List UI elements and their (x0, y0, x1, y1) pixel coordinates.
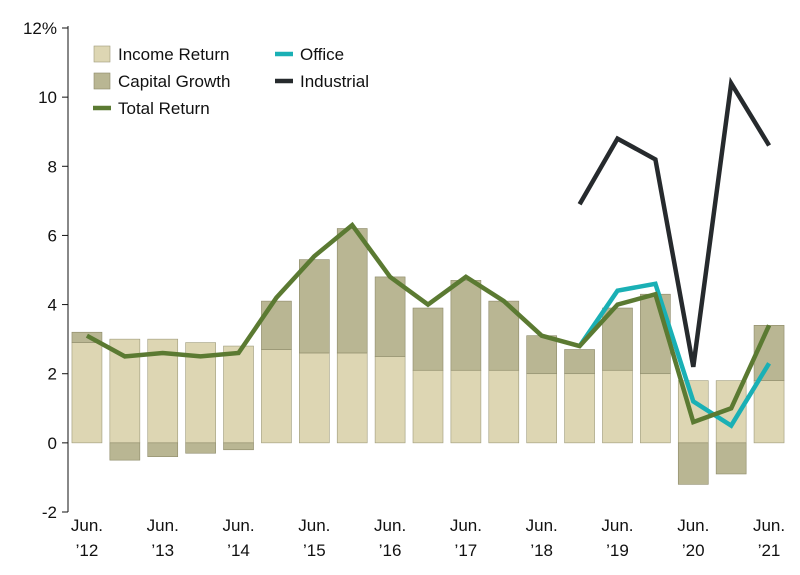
bar-capital-growth (185, 442, 216, 454)
bar-income-return (450, 369, 482, 444)
bar-income-return (526, 373, 557, 444)
x-tick-label-year: ’13 (151, 541, 174, 560)
legend-income-return-label: Income Return (118, 45, 230, 64)
y-tick-label: 0 (48, 434, 57, 453)
bar-capital-growth (450, 280, 482, 371)
y-tick-label: 2 (48, 365, 57, 384)
lines-layer (85, 76, 772, 429)
line-industrial (577, 76, 772, 368)
legend-capital-growth-swatch (93, 72, 111, 90)
legend-total-return-label: Total Return (118, 99, 210, 118)
x-tick-label-year: ’21 (758, 541, 781, 560)
bar-capital-growth (147, 442, 179, 457)
bar-capital-growth (412, 307, 444, 371)
bar-capital-growth (715, 442, 747, 475)
legend-office-label: Office (300, 45, 344, 64)
x-tick-label-year: ’17 (455, 541, 478, 560)
bar-income-return (223, 345, 254, 444)
y-axis-ticks: 12% 10 8 6 4 2 0 -2 (23, 19, 68, 522)
legend-office: Office (275, 45, 344, 64)
legend-industrial-label: Industrial (300, 72, 369, 91)
x-tick-label-month: Jun. (450, 516, 482, 535)
x-tick-label-year: ’18 (530, 541, 553, 560)
x-tick-label-month: Jun. (601, 516, 633, 535)
x-tick-label-month: Jun. (298, 516, 330, 535)
bar-capital-growth (564, 349, 595, 375)
bar-capital-growth (336, 228, 368, 354)
bar-income-return (71, 342, 103, 444)
y-tick-label: 10 (38, 88, 57, 107)
y-tick-label: 4 (48, 296, 57, 315)
x-tick-label-month: Jun. (71, 516, 103, 535)
bar-income-return (488, 369, 520, 444)
bar-capital-growth (109, 442, 141, 461)
bar-capital-growth (261, 300, 292, 350)
y-tick-label: 6 (48, 226, 57, 245)
legend-industrial: Industrial (275, 72, 369, 91)
y-tick-label: -2 (42, 503, 57, 522)
x-tick-label-year: ’12 (76, 541, 99, 560)
x-tick-label-month: Jun. (677, 516, 709, 535)
bars-layer (71, 228, 785, 485)
bar-capital-growth (526, 335, 557, 375)
bar-income-return (753, 380, 785, 444)
legend-income-return-swatch (93, 45, 111, 63)
y-tick-label: 12% (23, 19, 57, 38)
x-tick-label-month: Jun. (753, 516, 785, 535)
bar-capital-growth (299, 259, 330, 354)
x-tick-label-year: ’20 (682, 541, 705, 560)
x-tick-label-year: ’15 (303, 541, 326, 560)
x-tick-label-month: Jun. (222, 516, 254, 535)
line-office (577, 281, 772, 429)
legend-capital-growth: Capital Growth (93, 72, 230, 91)
x-tick-label-year: ’14 (227, 541, 250, 560)
bar-income-return (336, 352, 368, 444)
bar-capital-growth (677, 442, 709, 485)
x-tick-label-year: ’19 (606, 541, 629, 560)
bar-capital-growth (374, 276, 406, 357)
bar-income-return (185, 342, 216, 444)
bar-income-return (602, 369, 633, 444)
bar-capital-growth (753, 325, 785, 381)
bar-income-return (261, 349, 292, 444)
bar-income-return (412, 369, 444, 444)
x-tick-label-year: ’16 (379, 541, 402, 560)
bar-income-return (299, 352, 330, 444)
legend-total-return: Total Return (93, 99, 210, 118)
x-axis-ticks: Jun. ’12 Jun. ’13 Jun. ’14 Jun. ’15 Jun. ’16 Jun. ’… (71, 516, 785, 560)
bar-income-return (564, 373, 595, 444)
legend-capital-growth-label: Capital Growth (118, 72, 230, 91)
x-tick-label-month: Jun. (147, 516, 179, 535)
bar-income-return (640, 373, 671, 444)
x-tick-label-month: Jun. (374, 516, 406, 535)
legend-income-return: Income Return (93, 45, 230, 64)
bar-income-return (374, 356, 406, 444)
legend: Income Return Capital Growth Total Return O… (93, 45, 369, 118)
line-total-return (85, 221, 772, 426)
x-tick-label-month: Jun. (526, 516, 558, 535)
bar-capital-growth (223, 442, 254, 451)
y-tick-label: 8 (48, 157, 57, 176)
